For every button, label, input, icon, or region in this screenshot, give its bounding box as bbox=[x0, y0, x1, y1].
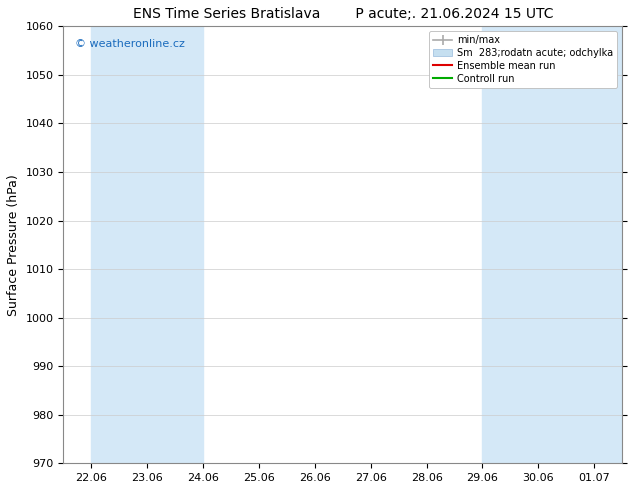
Legend: min/max, Sm  283;rodatn acute; odchylka, Ensemble mean run, Controll run: min/max, Sm 283;rodatn acute; odchylka, … bbox=[429, 31, 618, 88]
Title: ENS Time Series Bratislava        P acute;. 21.06.2024 15 UTC: ENS Time Series Bratislava P acute;. 21.… bbox=[133, 7, 553, 21]
Bar bbox=[482, 26, 622, 464]
Y-axis label: Surface Pressure (hPa): Surface Pressure (hPa) bbox=[7, 174, 20, 316]
Bar bbox=[91, 26, 203, 464]
Text: © weatheronline.cz: © weatheronline.cz bbox=[75, 39, 184, 49]
